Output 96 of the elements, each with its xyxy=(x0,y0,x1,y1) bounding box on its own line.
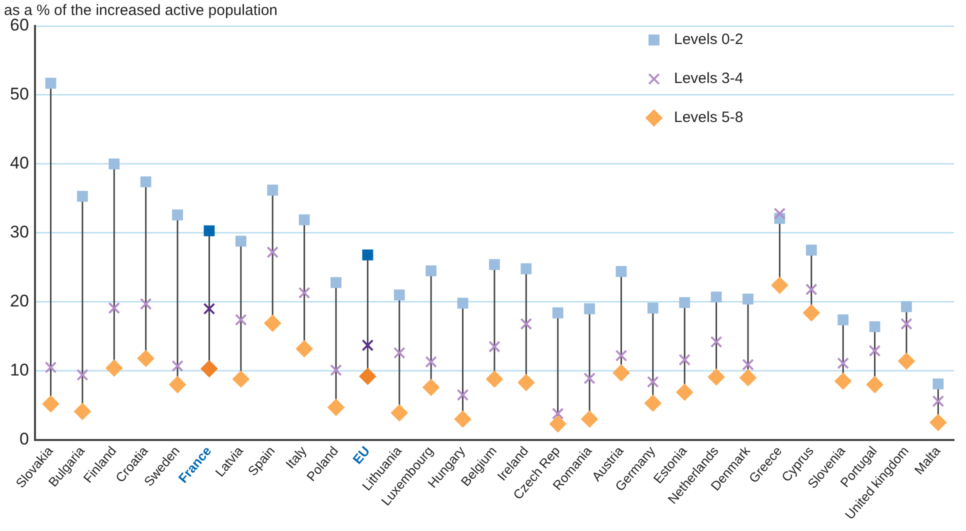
point xyxy=(425,356,438,368)
point xyxy=(108,158,120,170)
point xyxy=(359,368,376,385)
point xyxy=(549,415,566,432)
point xyxy=(393,346,406,359)
legend-label: Levels 0-2 xyxy=(674,31,744,48)
point xyxy=(552,408,564,420)
point xyxy=(615,350,628,362)
point xyxy=(679,297,690,308)
point xyxy=(771,276,788,294)
point xyxy=(900,318,912,330)
point xyxy=(330,364,342,376)
point xyxy=(456,389,469,401)
point xyxy=(742,294,754,305)
point xyxy=(834,372,852,390)
point xyxy=(647,302,658,314)
point xyxy=(457,298,468,309)
point xyxy=(710,292,722,302)
point xyxy=(330,277,342,288)
point xyxy=(327,398,344,416)
point xyxy=(204,225,215,236)
point xyxy=(44,361,57,374)
point xyxy=(581,410,598,428)
point xyxy=(802,304,820,322)
point xyxy=(644,394,662,412)
point xyxy=(584,303,595,314)
point xyxy=(390,404,408,422)
point xyxy=(868,344,881,357)
point xyxy=(486,370,503,388)
point xyxy=(264,314,282,332)
point xyxy=(200,360,218,378)
point xyxy=(646,376,659,388)
point xyxy=(488,340,500,353)
point xyxy=(520,263,532,274)
point xyxy=(394,290,405,300)
point xyxy=(932,378,944,390)
point xyxy=(203,302,216,315)
point xyxy=(742,358,754,371)
point xyxy=(774,208,786,220)
point xyxy=(806,244,817,256)
y-tick-label: 0 xyxy=(19,429,29,448)
point xyxy=(710,336,722,348)
point xyxy=(74,403,91,420)
point xyxy=(362,339,374,352)
point xyxy=(805,283,818,296)
y-tick-label: 50 xyxy=(10,84,29,104)
point xyxy=(837,357,850,370)
x-tick-label: Italy xyxy=(282,442,310,472)
y-tick-label: 10 xyxy=(10,360,29,380)
point xyxy=(932,395,944,408)
point xyxy=(866,376,884,394)
point xyxy=(169,376,186,394)
point xyxy=(234,314,247,326)
point xyxy=(678,354,691,366)
point xyxy=(298,214,310,226)
legend-label: Levels 5-8 xyxy=(674,109,744,126)
point xyxy=(76,369,88,381)
point xyxy=(140,298,152,310)
point xyxy=(232,370,250,388)
point xyxy=(552,307,564,318)
point xyxy=(266,246,279,258)
point xyxy=(489,259,500,270)
point xyxy=(901,301,912,312)
point xyxy=(296,340,313,358)
y-tick-label: 30 xyxy=(10,222,29,242)
y-tick-label: 20 xyxy=(10,292,29,311)
point xyxy=(42,395,60,412)
point xyxy=(426,265,437,276)
point xyxy=(106,360,123,377)
point xyxy=(739,369,756,386)
point xyxy=(298,286,310,299)
point xyxy=(140,176,152,188)
point xyxy=(676,384,694,401)
point xyxy=(869,321,880,332)
point xyxy=(708,368,725,386)
point xyxy=(520,318,532,330)
point xyxy=(612,364,630,382)
point xyxy=(422,378,440,396)
point xyxy=(172,360,184,372)
point xyxy=(930,414,947,432)
y-tick-label: 40 xyxy=(10,154,29,173)
point xyxy=(137,350,154,367)
point xyxy=(518,374,535,392)
point xyxy=(454,410,472,428)
point xyxy=(362,250,374,260)
point xyxy=(108,302,120,314)
point xyxy=(172,210,183,220)
point xyxy=(898,352,915,370)
point xyxy=(77,190,88,202)
point xyxy=(616,266,627,277)
point xyxy=(235,236,246,247)
point xyxy=(838,314,849,326)
point xyxy=(267,184,278,196)
point xyxy=(584,372,596,384)
point xyxy=(45,78,56,89)
legend-label: Levels 3-4 xyxy=(674,70,744,88)
